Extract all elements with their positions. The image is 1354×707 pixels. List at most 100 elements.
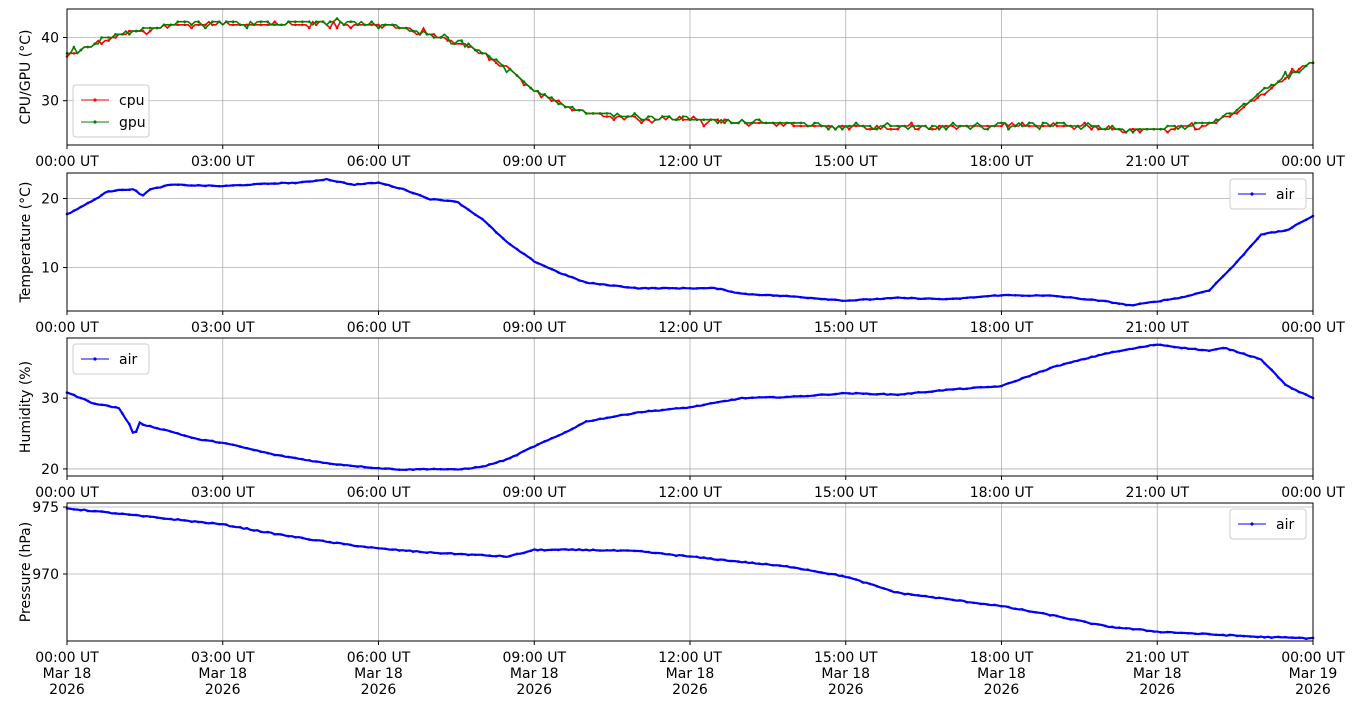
data-point <box>1090 298 1093 301</box>
data-point <box>813 394 816 397</box>
data-point <box>273 23 277 27</box>
data-point <box>778 396 782 399</box>
data-point <box>577 423 581 427</box>
data-point <box>661 552 664 555</box>
data-point <box>134 189 138 193</box>
data-point <box>100 193 103 197</box>
data-point <box>1297 67 1301 71</box>
data-point <box>460 39 463 42</box>
data-point <box>751 121 754 125</box>
data-point <box>577 548 581 551</box>
data-point <box>273 533 277 536</box>
x-tick-label-line: 09:00 UT <box>502 650 566 666</box>
data-point <box>1007 605 1010 609</box>
data-point <box>1214 633 1218 637</box>
data-point <box>1138 345 1142 349</box>
data-point <box>1256 93 1259 96</box>
x-tick-label-line: 09:00 UT <box>502 320 566 336</box>
data-point <box>716 287 719 291</box>
data-point <box>1014 379 1017 383</box>
data-point <box>211 521 214 525</box>
data-point <box>965 600 969 604</box>
data-point <box>287 182 290 185</box>
data-point <box>841 299 844 303</box>
data-point <box>737 560 740 563</box>
legend-label: gpu <box>119 115 146 131</box>
data-point <box>1256 635 1259 639</box>
x-tick-label-line: 2026 <box>361 682 397 698</box>
data-point <box>847 392 851 395</box>
data-point <box>813 297 816 300</box>
data-point <box>1290 67 1294 71</box>
data-point <box>460 204 463 207</box>
data-point <box>259 450 263 454</box>
data-point <box>342 181 346 184</box>
data-point <box>972 124 976 128</box>
data-point <box>986 127 989 131</box>
x-tick-label-line: 12:00 UT <box>658 650 722 666</box>
legend: cpu gpu <box>72 84 150 138</box>
data-point <box>785 395 789 399</box>
data-point <box>619 549 623 552</box>
data-point <box>1166 298 1169 302</box>
data-point <box>1034 611 1038 614</box>
data-point <box>1297 71 1301 74</box>
data-point <box>1159 299 1162 303</box>
data-point <box>806 296 809 300</box>
x-tick-label-line: 2026 <box>49 682 85 698</box>
data-point <box>1027 610 1031 613</box>
data-point <box>626 413 629 416</box>
data-point <box>584 548 588 552</box>
x-tick-label-line: 15:00 UT <box>814 320 878 336</box>
data-point <box>730 559 733 563</box>
data-point <box>162 23 166 27</box>
data-point <box>972 601 976 605</box>
legend-box <box>1229 508 1307 540</box>
data-point <box>730 290 733 294</box>
data-point <box>799 394 803 398</box>
data-point <box>778 564 782 567</box>
data-point <box>1221 633 1225 637</box>
data-point <box>183 434 186 437</box>
data-point <box>176 432 180 435</box>
data-point <box>827 298 830 302</box>
data-point <box>93 198 96 201</box>
data-point <box>252 182 256 186</box>
x-tick-label-line: 2026 <box>205 682 241 698</box>
data-point <box>148 188 152 191</box>
data-point <box>1076 124 1079 128</box>
data-point <box>1173 127 1176 131</box>
data-point <box>1000 604 1003 608</box>
data-point <box>1242 634 1246 638</box>
data-point <box>141 423 145 427</box>
data-point <box>875 297 879 301</box>
data-point <box>79 48 83 52</box>
data-point <box>1124 131 1128 134</box>
data-point <box>1000 124 1003 128</box>
data-point <box>190 26 193 30</box>
x-tick-label: 03:00 UT <box>191 320 255 336</box>
data-point <box>308 459 311 462</box>
data-point <box>792 121 796 125</box>
data-point <box>695 555 699 559</box>
y-tick-label: 30 <box>41 391 59 407</box>
data-point <box>162 428 166 431</box>
data-point <box>86 45 90 49</box>
data-point <box>1145 127 1149 131</box>
data-point <box>1090 355 1093 359</box>
data-point <box>1000 294 1003 297</box>
data-point <box>1270 83 1273 87</box>
data-point <box>661 286 664 290</box>
data-point <box>432 467 436 471</box>
data-point <box>633 112 636 115</box>
data-point <box>647 287 650 290</box>
x-tick-label-line: 03:00 UT <box>191 485 255 501</box>
data-point <box>529 86 533 90</box>
data-point <box>224 523 228 526</box>
data-point <box>813 569 816 573</box>
data-point <box>709 286 713 290</box>
data-point <box>391 185 394 188</box>
data-point <box>384 547 387 551</box>
x-tick-label: 00:00 UT <box>35 154 99 170</box>
x-tick-label-line: 12:00 UT <box>658 320 722 336</box>
